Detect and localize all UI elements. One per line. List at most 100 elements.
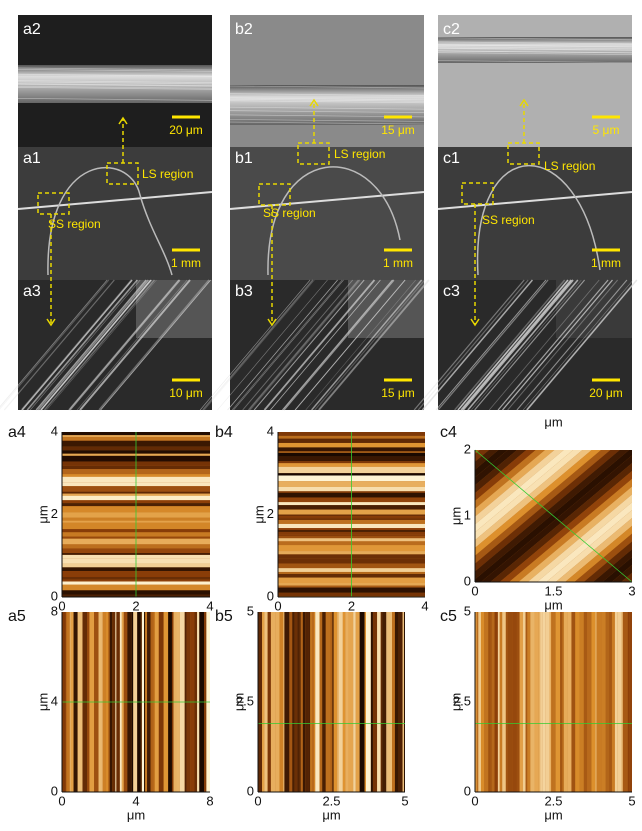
region-label: SS region (263, 206, 316, 220)
afm-stripe (382, 612, 386, 792)
afm-stripe (520, 612, 523, 792)
panel-label: b1 (235, 150, 253, 167)
x-tick-label: 8 (206, 793, 213, 808)
afm-stripe (258, 612, 262, 792)
afm-stripe (310, 612, 311, 792)
y-axis-label: μm (251, 505, 266, 523)
y-tick-label: 5 (464, 603, 471, 618)
afm-stripe (360, 612, 365, 792)
panel-label: b4 (215, 424, 233, 441)
afm-stripe (284, 612, 289, 792)
afm-stripe (339, 612, 343, 792)
afm-stripe (612, 612, 615, 792)
x-tick-label: 0 (254, 793, 261, 808)
scale-bar-label: 15 μm (381, 123, 415, 137)
x-tick-label: 4 (132, 793, 139, 808)
afm-stripe (289, 612, 292, 792)
afm-stripe (309, 612, 310, 792)
region-label: LS region (334, 147, 385, 161)
afm-stripe (618, 612, 622, 792)
y-tick-label: 0 (247, 783, 254, 798)
y-tick-label: 0 (267, 588, 274, 603)
panel-label: b3 (235, 283, 253, 300)
afm-stripe (623, 612, 628, 792)
panel-label: c1 (443, 150, 460, 167)
x-axis-label: μm (544, 807, 562, 822)
fiber (230, 85, 424, 125)
afm-stripe (366, 612, 371, 792)
afm-stripe (552, 612, 555, 792)
afm-stripe (395, 612, 399, 792)
x-axis-label: μm (544, 597, 562, 612)
afm-stripe (283, 612, 284, 792)
x-tick-label: 4 (421, 598, 428, 613)
afm-stripe (562, 612, 564, 792)
x-axis-label: μm (322, 807, 340, 822)
x-tick-label: 1.5 (544, 583, 562, 598)
afm-stripe (567, 612, 571, 792)
afm-stripe (330, 612, 332, 792)
afm-stripe (292, 612, 295, 792)
x-tick-label: 0 (58, 793, 65, 808)
afm-stripe (315, 612, 319, 792)
y-tick-label: 0 (51, 588, 58, 603)
afm-stripe (564, 612, 568, 792)
afm-stripe (268, 612, 271, 792)
x-tick-label: 2.5 (322, 793, 340, 808)
afm-stripe (314, 612, 315, 792)
afm-stripe (322, 612, 326, 792)
x-tick-label: 0 (471, 793, 478, 808)
region-label: SS region (482, 213, 535, 227)
afm-stripe (275, 612, 279, 792)
afm-stripe (371, 612, 373, 792)
y-tick-label: 8 (51, 603, 58, 618)
y-tick-label: 1 (464, 507, 471, 522)
afm-stripe (526, 612, 528, 792)
x-tick-label: 2.5 (544, 793, 562, 808)
afm-stripe (262, 612, 264, 792)
scale-bar-label: 15 μm (381, 386, 415, 400)
afm-stripe (527, 612, 530, 792)
afm-stripe (399, 612, 403, 792)
afm-stripe (517, 612, 520, 792)
panel-label: a1 (23, 150, 41, 167)
panel-label: c3 (443, 283, 460, 300)
y-tick-label: 0 (464, 573, 471, 588)
y-tick-label: 4 (51, 423, 58, 438)
x-tick-label: 0 (274, 598, 281, 613)
afm-stripe (546, 612, 550, 792)
afm-stripe (587, 612, 591, 792)
y-axis-label: μm (448, 507, 463, 525)
afm-stripe (539, 612, 540, 792)
afm-stripe (575, 612, 579, 792)
afm-stripe (312, 612, 314, 792)
afm-stripe (337, 612, 339, 792)
afm-stripe (279, 612, 283, 792)
afm-stripe (301, 612, 303, 792)
afm-stripe (403, 612, 405, 792)
y-tick-label: 2 (51, 506, 58, 521)
afm-stripe (606, 612, 609, 792)
panel-label: a4 (8, 424, 26, 441)
afm-stripe (264, 612, 267, 792)
y-tick-label: 2 (464, 441, 471, 456)
x-tick-label: 2 (132, 598, 139, 613)
figure: a220 μma11 mma310 μmLS regionSS regionb2… (0, 0, 642, 831)
scale-bar-label: 1 mm (171, 256, 201, 270)
afm-stripe (549, 612, 551, 792)
scale-bar-label: 1 mm (591, 256, 621, 270)
afm-stripe (500, 612, 502, 792)
afm-stripe (513, 612, 517, 792)
afm-stripe (542, 612, 546, 792)
y-axis-label: μm (448, 693, 463, 711)
y-tick-label: 4 (51, 693, 58, 708)
afm-stripe (303, 612, 305, 792)
scale-bar-label: 20 μm (589, 386, 623, 400)
afm-stripe (628, 612, 629, 792)
afm-stripe (381, 612, 382, 792)
afm-stripe (481, 612, 484, 792)
afm-stripe (386, 612, 387, 792)
x-tick-label: 4 (206, 598, 213, 613)
afm-stripe (305, 612, 309, 792)
x-tick-label: 5 (628, 793, 635, 808)
